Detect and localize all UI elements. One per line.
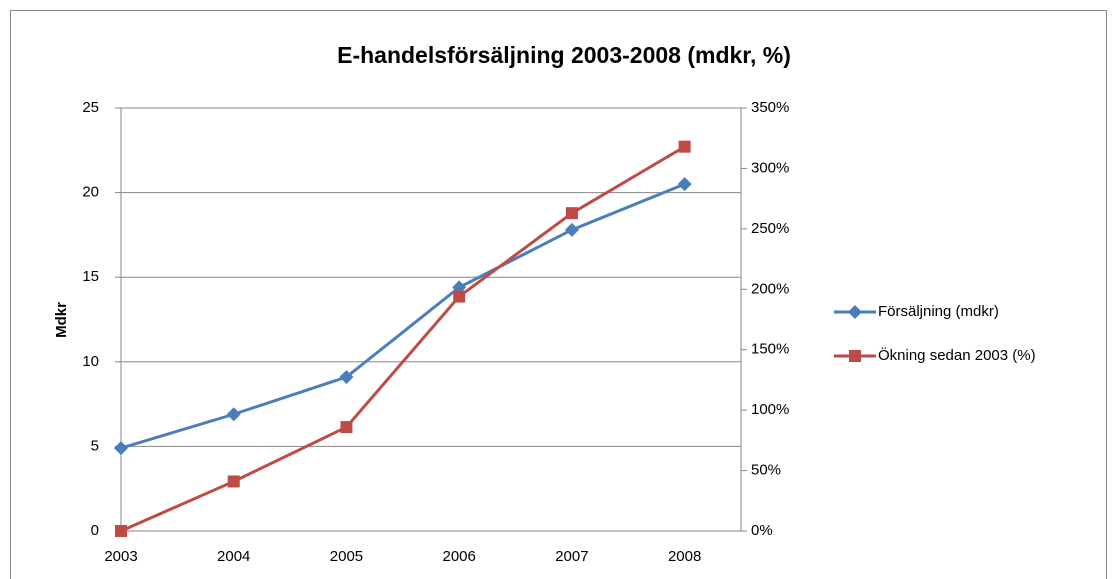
x-tick-label: 2005 <box>330 548 363 565</box>
legend-label: Försäljning (mdkr) <box>878 303 999 320</box>
x-tick-label: 2006 <box>442 548 475 565</box>
legend-marker <box>848 305 862 319</box>
y-tick-label: 5 <box>91 437 99 454</box>
legend-marker <box>849 350 861 362</box>
data-point <box>114 441 128 456</box>
y-tick-label: 10 <box>82 353 99 370</box>
y2-tick-label: 250% <box>751 220 789 237</box>
data-point <box>339 370 354 385</box>
y2-tick-label: 200% <box>751 280 789 297</box>
chart-title: E-handelsförsäljning 2003-2008 (mdkr, %) <box>337 42 791 68</box>
chart-border <box>10 10 1107 579</box>
y-tick-label: 0 <box>91 522 99 539</box>
data-point <box>453 290 466 303</box>
data-point <box>226 407 241 422</box>
series-line <box>120 145 686 533</box>
y2-tick-label: 300% <box>751 159 789 176</box>
x-tick-label: 2008 <box>668 548 701 565</box>
data-point <box>115 525 127 537</box>
legend-label: Ökning sedan 2003 (%) <box>878 346 1036 364</box>
y2-tick-label: 0% <box>751 522 773 539</box>
y2-tick-label: 350% <box>751 99 789 116</box>
y2-tick-label: 100% <box>751 401 789 418</box>
data-point <box>564 222 579 237</box>
y2-tick-label: 150% <box>751 341 789 358</box>
series-line <box>120 182 686 450</box>
y-axis-label: Mdkr <box>53 302 70 338</box>
x-tick-label: 2007 <box>555 548 588 565</box>
data-point <box>340 421 353 434</box>
data-point <box>677 177 692 192</box>
data-point <box>678 140 691 153</box>
y-tick-label: 25 <box>82 99 99 116</box>
y-tick-label: 20 <box>82 184 99 201</box>
x-tick-label: 2004 <box>217 548 250 565</box>
y-tick-label: 15 <box>82 268 99 285</box>
x-tick-label: 2003 <box>104 548 137 565</box>
data-point <box>227 475 240 488</box>
data-point <box>565 207 578 220</box>
y2-tick-label: 50% <box>751 462 781 479</box>
